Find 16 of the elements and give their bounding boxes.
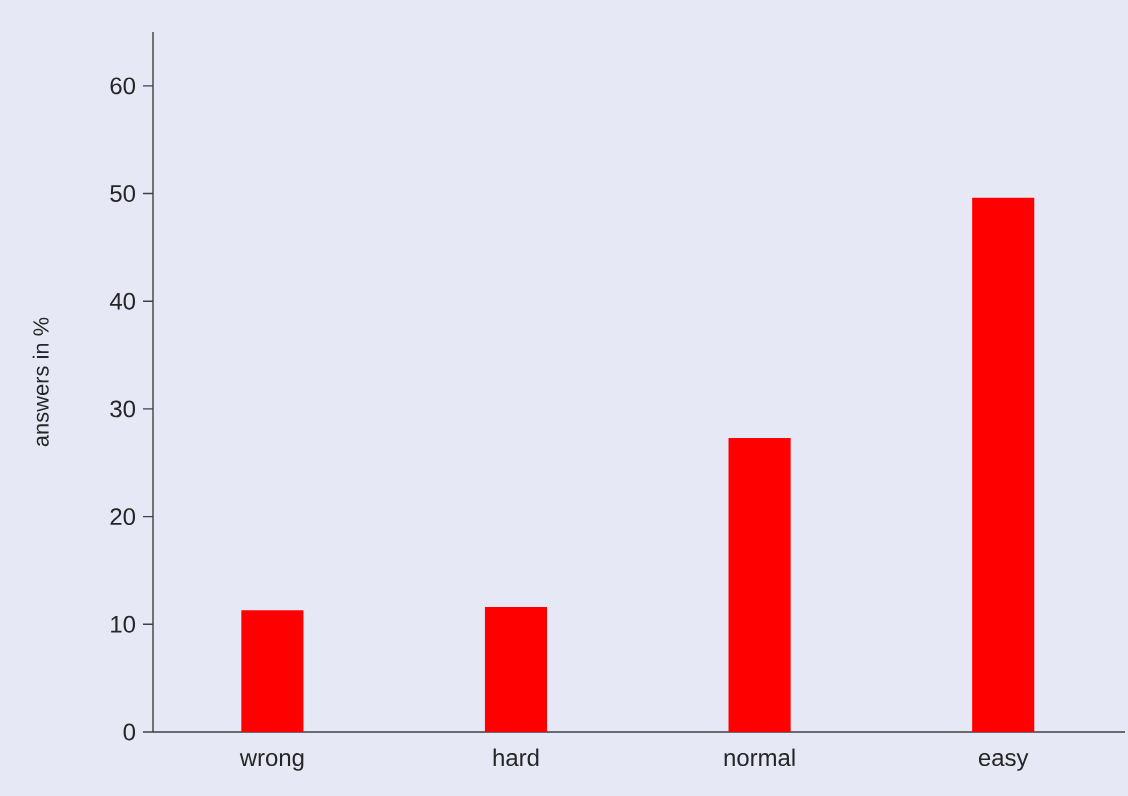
y-tick-label: 10 [111,615,136,633]
x-tick-label: hard [493,748,539,767]
x-tick-label: easy [978,753,1029,771]
bar [972,197,1035,732]
bar [728,438,791,732]
y-tick-label: 30 [110,400,136,418]
y-tick-label: 60 [110,77,136,95]
y-tick-label: 20 [110,508,136,526]
bar [484,607,548,732]
y-tick-label: 50 [110,185,136,202]
bar [241,610,304,732]
y-tick-label: 40 [109,292,136,310]
x-tick-label: wrong [239,753,304,771]
x-tick-label: normal [724,748,795,767]
y-tick-label: 0 [123,723,136,741]
y-axis-title: answers in % [32,317,49,447]
